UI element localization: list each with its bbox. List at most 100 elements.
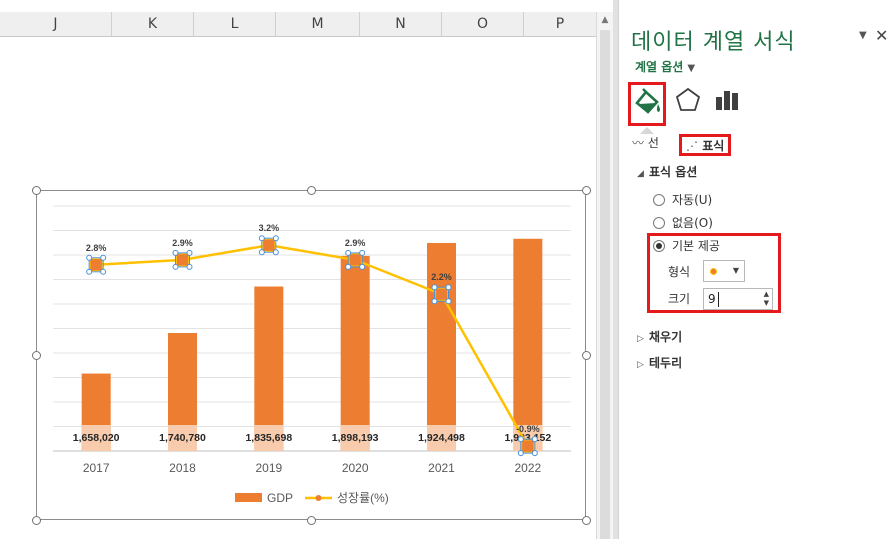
column-header-l[interactable]: L [194, 12, 276, 36]
series-options-dropdown[interactable]: 계열 옵션 ▼ [635, 58, 695, 75]
subtab-marker-label: 표식 [702, 139, 725, 153]
chart-resize-handle[interactable] [32, 516, 41, 525]
pane-title: 데이터 계열 서식 [631, 30, 796, 55]
spin-down-icon[interactable]: ▼ [763, 299, 769, 307]
tab-series-options[interactable] [711, 82, 749, 126]
scroll-up-arrow-icon[interactable]: ▲ [601, 15, 609, 25]
selection-handle [531, 450, 538, 457]
column-header-o[interactable]: O [442, 12, 524, 36]
vertical-scrollbar[interactable]: ▲ [596, 12, 613, 539]
section-marker-options-label: 표식 옵션 [649, 165, 698, 179]
line-data-label: 3.2% [259, 223, 280, 233]
line-data-label: 2.8% [86, 243, 107, 253]
radio-none-label: 없음(O) [672, 216, 713, 230]
pentagon-icon [675, 87, 701, 111]
section-border[interactable]: ▷ 테두리 [637, 354, 682, 371]
bar-label-band [340, 425, 370, 451]
section-fill-label: 채우기 [649, 330, 683, 344]
pane-splitter[interactable] [613, 0, 618, 539]
selection-handle [258, 235, 265, 242]
close-icon[interactable]: ✕ [875, 26, 889, 45]
column-header-k[interactable]: K [112, 12, 194, 36]
marker-swatch-icon [710, 268, 717, 275]
chart-resize-handle[interactable] [582, 186, 591, 195]
radio-button[interactable] [653, 193, 665, 206]
marker-type-label: 형식 [668, 265, 691, 279]
radio-none[interactable]: 없음(O) [653, 214, 713, 231]
expanded-triangle-icon: ◢ [637, 169, 644, 179]
subtab-line[interactable]: 〰 선 [632, 134, 659, 156]
selection-handle [359, 249, 366, 256]
radio-button-selected[interactable] [653, 239, 665, 252]
selection-handle [345, 263, 352, 270]
selection-handle [172, 249, 179, 256]
growth-rate-marker-2018 [176, 253, 189, 267]
chart-resize-handle[interactable] [32, 351, 41, 360]
selection-handle [431, 284, 438, 291]
chart-resize-handle[interactable] [582, 516, 591, 525]
selection-handle [272, 249, 279, 256]
column-header-m[interactable]: M [276, 12, 360, 36]
bar-data-label: 1,933,152 [504, 432, 551, 444]
selection-handle [258, 249, 265, 256]
format-data-series-pane: 데이터 계열 서식 ▼ ✕ 계열 옵션 ▼ [618, 0, 895, 539]
legend-growth-label: 성장률(%) [337, 491, 389, 505]
growth-rate-marker-2017 [89, 258, 103, 272]
line-data-label: 2.9% [172, 238, 193, 248]
column-header-p[interactable]: P [555, 16, 565, 32]
x-tick-label: 2019 [255, 461, 282, 475]
bar-data-label: 1,898,193 [332, 432, 379, 444]
chart-resize-handle[interactable] [307, 516, 316, 525]
bar-gdp-2019 [254, 286, 284, 451]
growth-rate-marker-2022 [521, 439, 535, 453]
marker-type-dropdown[interactable]: ▼ [703, 260, 745, 282]
text-cursor [718, 292, 719, 307]
selection-handle [272, 235, 279, 242]
marker-size-value[interactable]: 9 [708, 292, 716, 306]
bar-label-band [81, 425, 111, 451]
x-tick-label: 2022 [514, 461, 541, 475]
collapsed-triangle-icon: ▷ [637, 334, 644, 344]
chart-resize-handle[interactable] [582, 351, 591, 360]
radio-built-in[interactable]: 기본 제공 [653, 237, 720, 254]
line-icon: 〰 [632, 136, 645, 150]
line-data-label: 2.2% [431, 272, 452, 282]
marker-selection-box [434, 286, 449, 302]
bar-gdp-2020 [340, 255, 370, 451]
worksheet[interactable]: J K L M N O P 1,658,020 1,740,780 1,835,69… [0, 0, 596, 539]
selection-handle [445, 298, 452, 305]
marker-selection-box [520, 438, 536, 454]
pane-options-chevron-icon[interactable]: ▼ [859, 30, 867, 41]
radio-button[interactable] [653, 216, 665, 229]
tab-fill-line[interactable] [628, 82, 666, 126]
marker-size-spinner[interactable]: 9 ▲ ▼ [703, 288, 773, 310]
column-header-n[interactable]: N [360, 12, 442, 36]
column-headers: J K L M N O P [0, 12, 596, 37]
x-tick-label: 2021 [428, 461, 455, 475]
subtab-marker[interactable]: ⋰ 표식 [679, 134, 732, 156]
spin-up-icon[interactable]: ▲ [763, 290, 769, 298]
section-marker-options[interactable]: ◢ 표식 옵션 [637, 163, 697, 180]
chevron-down-icon: ▼ [687, 63, 696, 74]
selection-handle [186, 263, 193, 270]
selection-handle [86, 268, 93, 275]
sheet-top-strip [0, 0, 596, 12]
x-tick-label: 2018 [169, 461, 196, 475]
bar-chart-icon [716, 91, 738, 110]
combo-chart[interactable]: 1,658,020 1,740,780 1,835,698 1,898,193 1,92… [32, 186, 591, 525]
bar-label-band [427, 425, 456, 451]
radio-automatic[interactable]: 자동(U) [653, 191, 712, 208]
legend-gdp-swatch [235, 493, 262, 502]
bar-data-label: 1,835,698 [245, 432, 292, 444]
column-header-j[interactable]: J [0, 12, 112, 36]
section-border-label: 테두리 [649, 356, 683, 370]
series-options-label: 계열 옵션 [635, 60, 684, 74]
legend-growth-marker [315, 495, 322, 501]
scroll-thumb[interactable] [600, 30, 610, 539]
chart-resize-handle[interactable] [32, 186, 41, 195]
chart-canvas: 1,658,020 1,740,780 1,835,698 1,898,193 1,92… [53, 205, 571, 505]
section-fill[interactable]: ▷ 채우기 [637, 328, 682, 345]
x-tick-label: 2017 [83, 461, 110, 475]
tab-effects[interactable] [671, 82, 709, 126]
chart-resize-handle[interactable] [307, 186, 316, 195]
